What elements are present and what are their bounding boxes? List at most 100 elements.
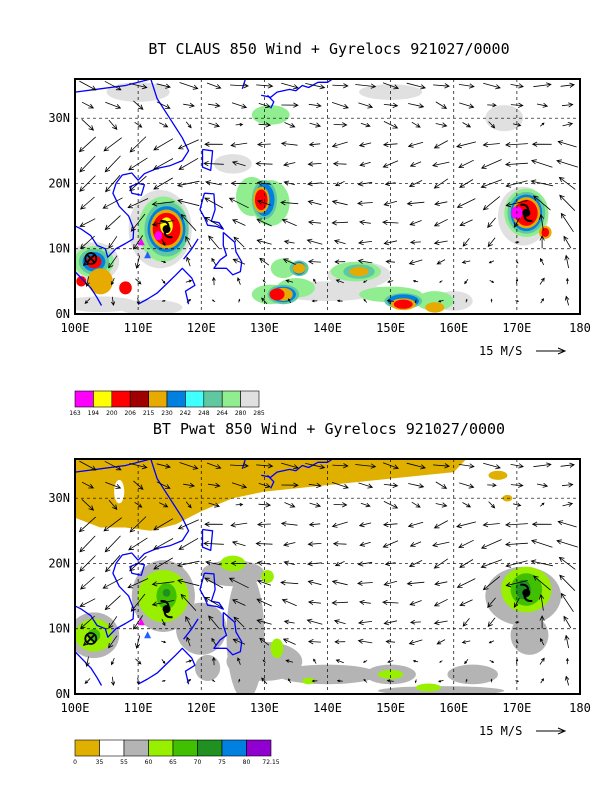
wind-vector — [409, 600, 422, 606]
coastline — [183, 618, 199, 640]
wind-vector — [409, 220, 422, 226]
colorbar-swatch — [148, 739, 174, 757]
wind-vector — [386, 299, 394, 303]
coastline — [75, 271, 103, 306]
wind-vector — [78, 516, 96, 533]
wind-vector — [515, 640, 519, 644]
wind-vector — [206, 462, 222, 469]
wind-vector — [408, 560, 423, 567]
wind-vector — [258, 502, 272, 508]
colorbar-label: 194 — [88, 410, 100, 417]
wind-vector — [531, 141, 552, 147]
wind-vector — [85, 276, 90, 288]
wind-vector — [288, 298, 292, 304]
wind-vector — [129, 463, 148, 470]
longitude-tick-label: 160E — [439, 321, 468, 335]
wind-vector — [464, 658, 469, 665]
wind-vector — [79, 235, 95, 249]
wind-vector — [308, 141, 321, 147]
shaded-region — [277, 664, 378, 685]
shaded-region — [213, 154, 252, 174]
wind-vector — [133, 615, 144, 630]
wind-vector — [180, 593, 197, 611]
wind-vector — [357, 258, 373, 264]
wind-vector — [231, 540, 246, 547]
wind-vector — [211, 257, 217, 266]
wind-vector — [211, 637, 217, 646]
wind-vector — [81, 499, 95, 511]
wind-vector — [383, 240, 398, 246]
wind-vector — [462, 122, 472, 128]
longitude-tick-label: 170E — [502, 701, 531, 715]
colorbar-swatch — [74, 739, 100, 757]
reference-vector: 15 M/S — [479, 344, 567, 358]
wind-vector — [204, 521, 223, 527]
wind-vector — [433, 598, 448, 607]
wind-vector — [134, 501, 143, 508]
wind-vector — [383, 121, 399, 129]
longitude-tick-label: 110E — [124, 701, 153, 715]
latitude-tick-label: 30N — [48, 111, 70, 125]
latitude-tick-label: 20N — [48, 556, 70, 570]
wind-vector — [211, 656, 216, 666]
coastlines — [75, 459, 333, 694]
wind-vector — [186, 636, 191, 647]
wind-vector — [281, 102, 299, 108]
wind-vector — [539, 257, 545, 266]
wind-vector — [308, 102, 322, 108]
wind-vector — [283, 239, 295, 245]
shaded-region — [378, 669, 404, 679]
wind-vector — [515, 300, 520, 302]
longitude-labels: 100E 110E 120E 130E 140E 150E 160E 170E 180 — [61, 321, 591, 335]
wind-vector — [179, 462, 199, 470]
wind-vector — [79, 535, 96, 553]
wind-vector — [358, 482, 374, 489]
wind-vector — [382, 82, 400, 90]
coastline — [75, 79, 190, 258]
colorbar-label: 285 — [253, 410, 265, 417]
wind-vector — [208, 482, 221, 488]
wind-vector — [185, 615, 192, 628]
wind-vector — [530, 539, 553, 548]
wind-vector — [230, 142, 248, 148]
wind-vector — [280, 141, 298, 147]
wind-vector — [134, 121, 143, 128]
wind-vector — [206, 82, 222, 89]
shaded-region — [254, 189, 268, 211]
wind-vector — [559, 574, 576, 591]
longitude-tick-label: 140E — [313, 701, 342, 715]
wind-vector — [156, 463, 171, 469]
wind-vector — [161, 299, 166, 302]
wind-vector — [382, 462, 400, 470]
coastline — [137, 267, 196, 305]
shaded-region — [154, 231, 163, 241]
wind-vector — [362, 660, 368, 663]
wind-vector — [433, 520, 448, 529]
pwat-panel: BT Pwat 850 Wind + Gyrelocs 921027/0000 … — [48, 420, 591, 766]
longitude-tick-label: 120E — [187, 701, 216, 715]
shaded-region — [251, 105, 290, 125]
wind-vector — [203, 540, 224, 547]
wind-vector — [408, 259, 423, 265]
wind-vector — [211, 276, 216, 286]
latitude-tick-label: 0N — [56, 307, 70, 321]
wind-vector — [307, 259, 321, 265]
wind-vector — [81, 101, 95, 109]
wind-vector — [108, 616, 118, 629]
wind-vector — [564, 295, 570, 306]
wind-vector — [408, 639, 423, 645]
colorbar-label: 0 — [73, 759, 77, 766]
wind-vector — [480, 539, 502, 549]
coastline — [267, 474, 275, 489]
wind-vector — [382, 219, 399, 226]
shaded-region — [541, 227, 550, 237]
wind-vector — [203, 160, 224, 167]
wind-vector — [385, 639, 396, 644]
wind-vectors — [78, 460, 578, 686]
wind-vector — [185, 279, 193, 283]
wind-vector — [231, 160, 246, 167]
wind-vector — [79, 460, 97, 471]
wind-vector — [533, 195, 551, 211]
wind-vector — [228, 577, 249, 589]
wind-vector — [305, 463, 326, 470]
